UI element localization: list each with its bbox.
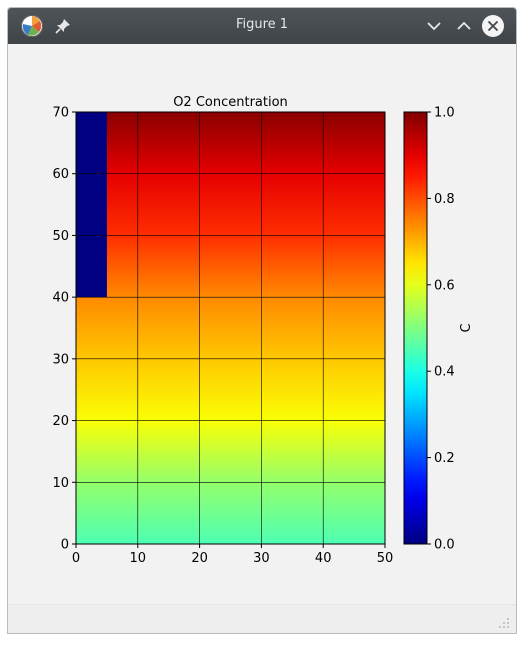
x-tick-label: 40 (315, 551, 332, 566)
chevron-up-icon[interactable] (452, 14, 476, 38)
colorbar-label: C (459, 323, 474, 332)
window-title: Figure 1 (235, 17, 289, 32)
y-tick-label: 50 (52, 229, 69, 244)
x-tick-label: 0 (72, 551, 80, 566)
y-tick-label: 70 (52, 106, 69, 121)
close-icon[interactable] (481, 14, 505, 38)
y-tick-label: 60 (52, 167, 69, 182)
x-tick-label: 30 (253, 551, 270, 566)
colorbar-tick-label: 0.6 (434, 278, 455, 293)
chart-canvas: 0 10 20 30 40 50 0 10 20 30 40 50 60 70 O2 Concentrati… (52, 95, 474, 566)
chevron-down-icon[interactable] (422, 14, 446, 38)
plot-frame (75, 111, 386, 545)
title-bar[interactable]: Figure 1 (8, 8, 516, 44)
x-tick-label: 10 (130, 551, 147, 566)
y-tick-label: 10 (52, 476, 69, 491)
pin-icon[interactable] (54, 17, 72, 35)
y-tick-label: 40 (52, 291, 69, 306)
y-tick-label: 0 (61, 538, 69, 553)
y-tick-label: 30 (52, 352, 69, 367)
colorbar-tick-label: 0.4 (434, 365, 455, 380)
heatmap-field (76, 112, 385, 544)
colorbar-tick-label: 0.2 (434, 451, 455, 466)
colorbar (403, 111, 428, 545)
y-tick-label: 20 (52, 414, 69, 429)
matplotlib-icon[interactable] (20, 14, 44, 38)
colorbar-tick-label: 1.0 (434, 106, 455, 121)
figure-window: Figure 1 0 10 20 30 40 50 0 10 20 30 40 50 60 70 O2 Co… (7, 7, 517, 634)
status-bar (8, 604, 516, 633)
chart-title: O2 Concentration (173, 95, 288, 110)
x-tick-label: 50 (377, 551, 394, 566)
x-tick-label: 20 (191, 551, 208, 566)
colorbar-tick-label: 0.0 (434, 538, 455, 553)
heatmap-zero-region (76, 112, 107, 298)
resize-grip-icon[interactable] (498, 617, 510, 629)
colorbar-tick-label: 0.8 (434, 192, 455, 207)
